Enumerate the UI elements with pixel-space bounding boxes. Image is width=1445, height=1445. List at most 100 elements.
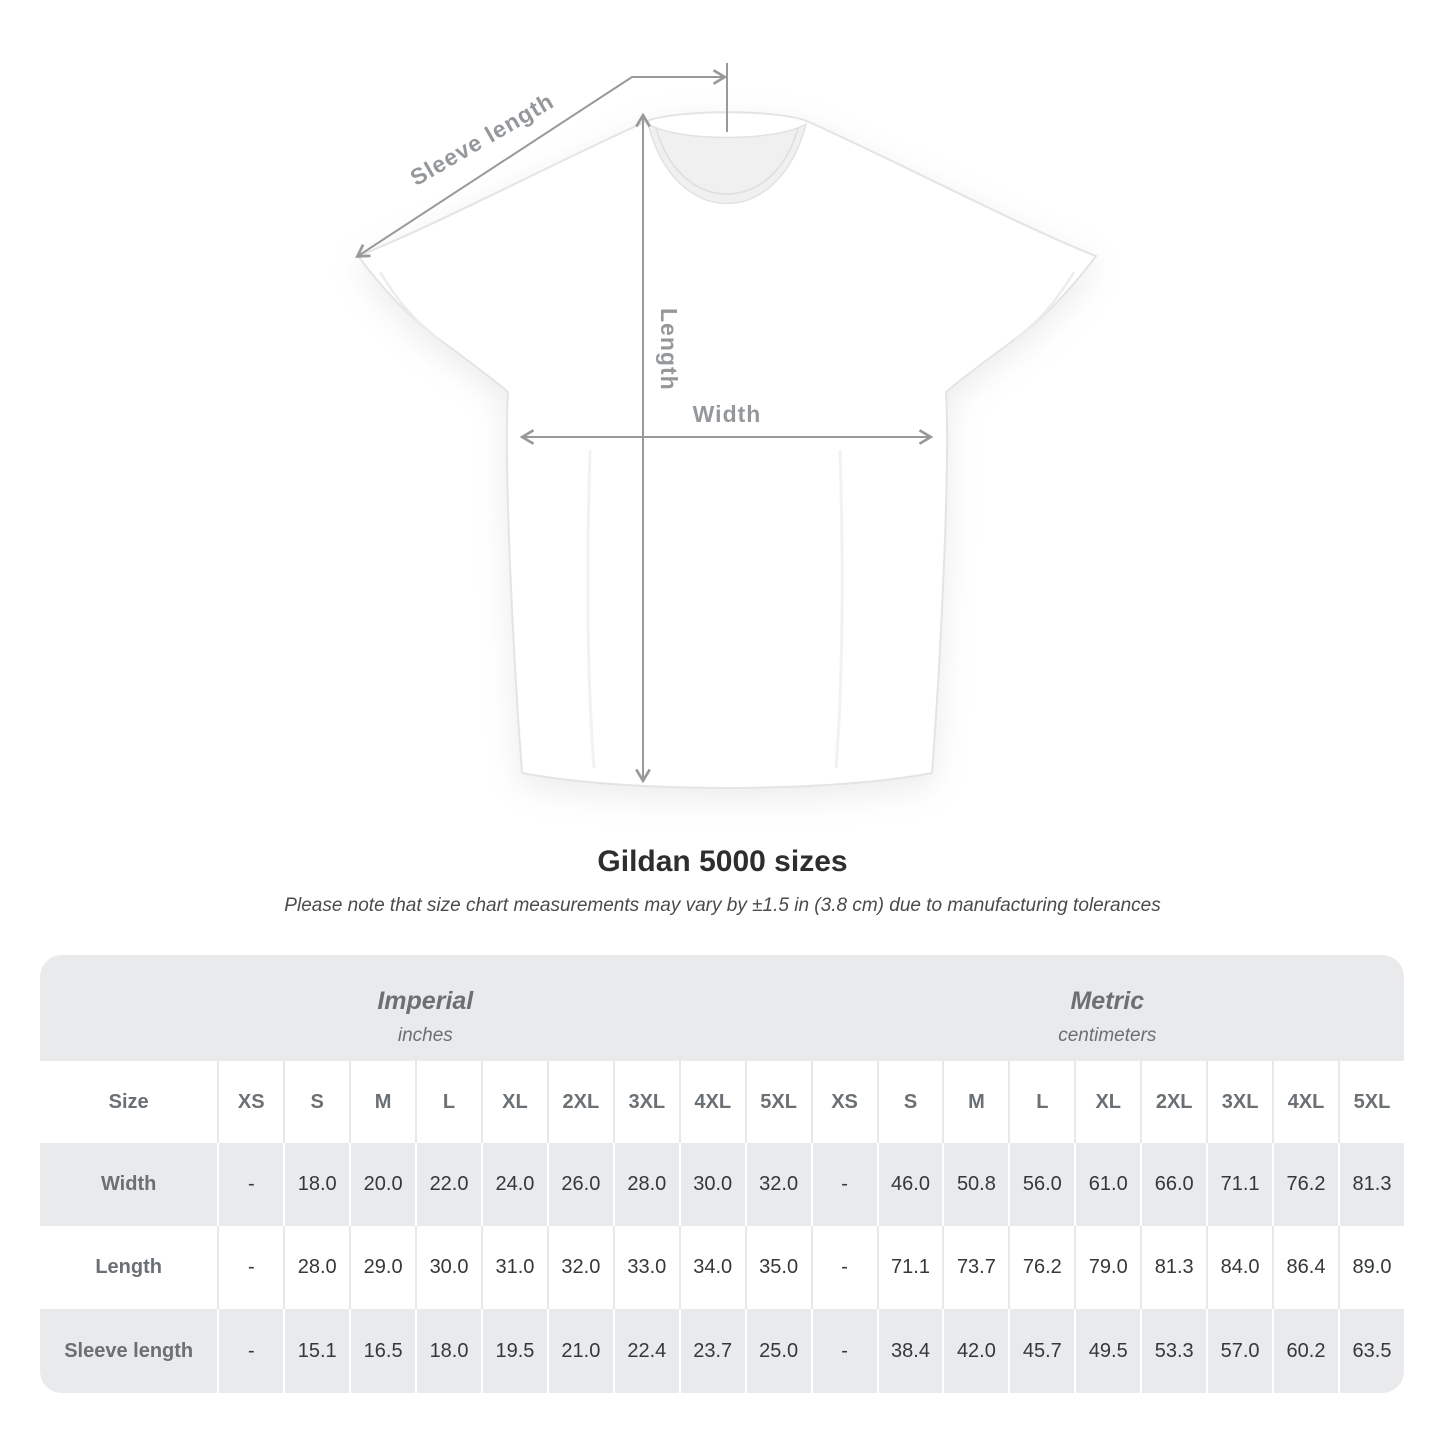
width-row: Width - 18.0 20.0 22.0 24.0 26.0 28.0 30… bbox=[40, 1143, 1404, 1226]
sleeve-imperial-s: 15.1 bbox=[283, 1309, 350, 1393]
imperial-group-header: Imperial inches bbox=[40, 955, 811, 1061]
metric-size-l: L bbox=[1008, 1061, 1075, 1143]
imperial-size-xl: XL bbox=[481, 1061, 547, 1143]
length-imperial-5xl: 35.0 bbox=[744, 1226, 811, 1309]
length-metric-l: 76.2 bbox=[1008, 1226, 1075, 1309]
length-metric-5xl: 89.0 bbox=[1337, 1226, 1404, 1309]
sleeve-imperial-l: 18.0 bbox=[415, 1309, 481, 1393]
length-metric-4xl: 86.4 bbox=[1272, 1226, 1338, 1309]
length-row-label: Length bbox=[40, 1226, 218, 1309]
imperial-unit: inches bbox=[397, 1025, 453, 1046]
metric-size-m: M bbox=[942, 1061, 1009, 1143]
tshirt-outline bbox=[356, 111, 1098, 790]
tshirt-svg: Sleeve length Length Width bbox=[355, 63, 1098, 790]
metric-size-s: S bbox=[876, 1061, 943, 1143]
length-metric-2xl: 81.3 bbox=[1140, 1226, 1207, 1309]
length-imperial-xs: - bbox=[217, 1226, 284, 1309]
sleeve-imperial-4xl: 23.7 bbox=[678, 1309, 745, 1393]
metric-size-2xl: 2XL bbox=[1140, 1061, 1207, 1143]
width-metric-3xl: 71.1 bbox=[1206, 1143, 1273, 1226]
length-imperial-xl: 31.0 bbox=[481, 1226, 547, 1309]
fabric-fold-left bbox=[586, 449, 596, 769]
length-row: Length - 28.0 29.0 30.0 31.0 32.0 33.0 3… bbox=[40, 1226, 1404, 1309]
size-table: Imperial inches Metric centimeters Size … bbox=[40, 955, 1404, 1393]
left-sleeve-seam bbox=[378, 271, 441, 341]
length-metric-s: 71.1 bbox=[876, 1226, 943, 1309]
width-metric-5xl: 81.3 bbox=[1337, 1143, 1404, 1226]
sleeve-imperial-3xl: 22.4 bbox=[612, 1309, 679, 1393]
metric-size-4xl: 4XL bbox=[1272, 1061, 1338, 1143]
length-label: Length bbox=[656, 308, 682, 391]
tshirt-diagram: Sleeve length Length Width bbox=[280, 20, 1170, 835]
imperial-size-s: S bbox=[283, 1061, 350, 1143]
sleeve-metric-m: 42.0 bbox=[942, 1309, 1009, 1393]
width-imperial-3xl: 28.0 bbox=[612, 1143, 679, 1226]
metric-unit: centimeters bbox=[1058, 1025, 1157, 1046]
tolerance-note: Please note that size chart measurements… bbox=[284, 895, 1161, 916]
sleeve-metric-s: 38.4 bbox=[876, 1309, 943, 1393]
imperial-size-2xl: 2XL bbox=[546, 1061, 613, 1143]
sleeve-metric-5xl: 63.5 bbox=[1337, 1309, 1404, 1393]
sleeve-metric-4xl: 60.2 bbox=[1272, 1309, 1338, 1393]
size-header-row: Size XS S M L XL 2XL 3XL 4XL 5XL XS S M … bbox=[40, 1061, 1404, 1143]
width-imperial-2xl: 26.0 bbox=[546, 1143, 613, 1226]
width-metric-xs: - bbox=[810, 1143, 877, 1226]
size-column-header: Size bbox=[40, 1061, 218, 1143]
sleeve-metric-l: 45.7 bbox=[1008, 1309, 1075, 1393]
width-imperial-4xl: 30.0 bbox=[678, 1143, 745, 1226]
sleeve-metric-xs: - bbox=[810, 1309, 877, 1393]
imperial-size-xs: XS bbox=[217, 1061, 284, 1143]
width-imperial-l: 22.0 bbox=[415, 1143, 481, 1226]
width-label: Width bbox=[693, 401, 762, 427]
unit-group-row: Imperial inches Metric centimeters bbox=[40, 955, 1404, 1061]
width-metric-m: 50.8 bbox=[942, 1143, 1009, 1226]
right-sleeve-seam bbox=[1013, 271, 1076, 341]
width-row-label: Width bbox=[40, 1143, 218, 1226]
metric-group-header: Metric centimeters bbox=[810, 955, 1404, 1061]
sleeve-length-arrow bbox=[355, 69, 728, 258]
length-imperial-4xl: 34.0 bbox=[678, 1226, 745, 1309]
width-metric-s: 46.0 bbox=[876, 1143, 943, 1226]
width-imperial-s: 18.0 bbox=[283, 1143, 350, 1226]
width-imperial-5xl: 32.0 bbox=[744, 1143, 811, 1226]
length-metric-m: 73.7 bbox=[942, 1226, 1009, 1309]
sleeve-imperial-m: 16.5 bbox=[349, 1309, 416, 1393]
length-imperial-m: 29.0 bbox=[349, 1226, 416, 1309]
imperial-size-4xl: 4XL bbox=[678, 1061, 745, 1143]
sleeve-length-row: Sleeve length - 15.1 16.5 18.0 19.5 21.0… bbox=[40, 1309, 1404, 1393]
imperial-size-3xl: 3XL bbox=[612, 1061, 679, 1143]
length-imperial-2xl: 32.0 bbox=[546, 1226, 613, 1309]
length-imperial-l: 30.0 bbox=[415, 1226, 481, 1309]
sleeve-row-label: Sleeve length bbox=[40, 1309, 218, 1393]
width-metric-4xl: 76.2 bbox=[1272, 1143, 1338, 1226]
width-imperial-xl: 24.0 bbox=[481, 1143, 547, 1226]
metric-size-5xl: 5XL bbox=[1337, 1061, 1404, 1143]
length-imperial-3xl: 33.0 bbox=[612, 1226, 679, 1309]
metric-size-xs: XS bbox=[810, 1061, 877, 1143]
imperial-size-m: M bbox=[349, 1061, 416, 1143]
width-metric-xl: 61.0 bbox=[1074, 1143, 1141, 1226]
width-metric-2xl: 66.0 bbox=[1140, 1143, 1207, 1226]
length-metric-xl: 79.0 bbox=[1074, 1226, 1141, 1309]
imperial-size-l: L bbox=[415, 1061, 481, 1143]
sleeve-imperial-2xl: 21.0 bbox=[546, 1309, 613, 1393]
length-imperial-s: 28.0 bbox=[283, 1226, 350, 1309]
metric-size-xl: XL bbox=[1074, 1061, 1141, 1143]
sleeve-imperial-xl: 19.5 bbox=[481, 1309, 547, 1393]
width-imperial-m: 20.0 bbox=[349, 1143, 416, 1226]
imperial-size-5xl: 5XL bbox=[744, 1061, 811, 1143]
sleeve-metric-3xl: 57.0 bbox=[1206, 1309, 1273, 1393]
metric-label: Metric bbox=[1070, 987, 1145, 1015]
width-imperial-xs: - bbox=[217, 1143, 284, 1226]
length-metric-xs: - bbox=[810, 1226, 877, 1309]
sleeve-imperial-xs: - bbox=[217, 1309, 284, 1393]
sleeve-imperial-5xl: 25.0 bbox=[744, 1309, 811, 1393]
sleeve-metric-2xl: 53.3 bbox=[1140, 1309, 1207, 1393]
fabric-fold-right bbox=[834, 449, 844, 769]
width-metric-l: 56.0 bbox=[1008, 1143, 1075, 1226]
length-metric-3xl: 84.0 bbox=[1206, 1226, 1273, 1309]
sleeve-metric-xl: 49.5 bbox=[1074, 1309, 1141, 1393]
imperial-label: Imperial bbox=[377, 987, 474, 1015]
metric-size-3xl: 3XL bbox=[1206, 1061, 1273, 1143]
